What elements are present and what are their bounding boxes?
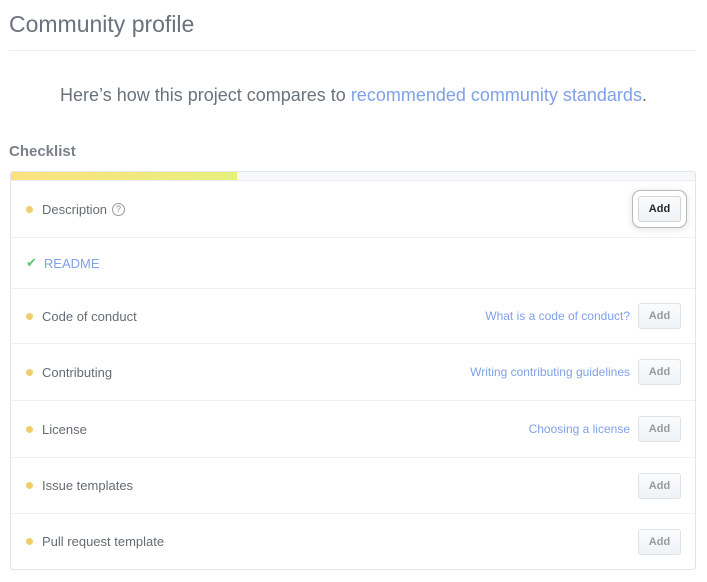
checklist-item-pull-request-template: Pull request template Add [11,513,695,569]
progress-fill [11,172,237,180]
checklist-heading: Checklist [9,143,76,160]
community-standards-link[interactable]: recommended community standards [350,85,642,105]
code-of-conduct-help-link[interactable]: What is a code of conduct? [485,309,630,323]
add-description-button[interactable]: Add [638,196,681,222]
item-label: Contributing [42,364,113,380]
checklist-box: Description? Add ✔ README Code of conduct Wha… [10,171,696,570]
pending-dot-icon [26,538,33,545]
checklist-item-issue-templates: Issue templates Add [11,457,695,513]
item-label: Description [42,201,108,217]
item-label: License [42,421,87,437]
checklist-item-description: Description? Add [11,181,695,237]
checklist-item-contributing: Contributing Writing contributing guideli… [11,343,695,400]
checklist-item-code-of-conduct: Code of conduct What is a code of conduct… [11,288,695,343]
add-license-button[interactable]: Add [638,416,681,442]
readme-link[interactable]: README [43,255,100,271]
item-label: Pull request template [42,534,165,549]
item-label: Issue templates [42,478,134,493]
question-circle-icon[interactable]: ? [112,202,126,216]
item-label: Code of conduct [42,308,137,324]
checklist-item-license: License Choosing a license Add [11,400,695,457]
page-title: Community profile [9,11,195,37]
tagline-text: Here’s how this project compares to [60,85,351,105]
progress-bar [11,172,695,181]
add-code-of-conduct-button[interactable]: Add [638,303,681,329]
checklist-item-readme: ✔ README [11,237,695,288]
check-icon: ✔ [26,255,37,270]
add-pull-request-template-button[interactable]: Add [638,528,681,555]
pending-dot-icon [26,205,33,213]
pending-dot-icon [26,368,33,376]
tagline-suffix: . [641,85,647,105]
pending-dot-icon [26,482,33,489]
contributing-help-link[interactable]: Writing contributing guidelines [470,365,630,379]
divider [9,50,696,51]
add-contributing-button[interactable]: Add [638,359,681,385]
pending-dot-icon [26,425,33,433]
pending-dot-icon [26,312,33,320]
license-help-link[interactable]: Choosing a license [528,422,630,436]
add-issue-templates-button[interactable]: Add [638,472,681,499]
tagline: Here’s how this project compares to reco… [0,85,707,106]
